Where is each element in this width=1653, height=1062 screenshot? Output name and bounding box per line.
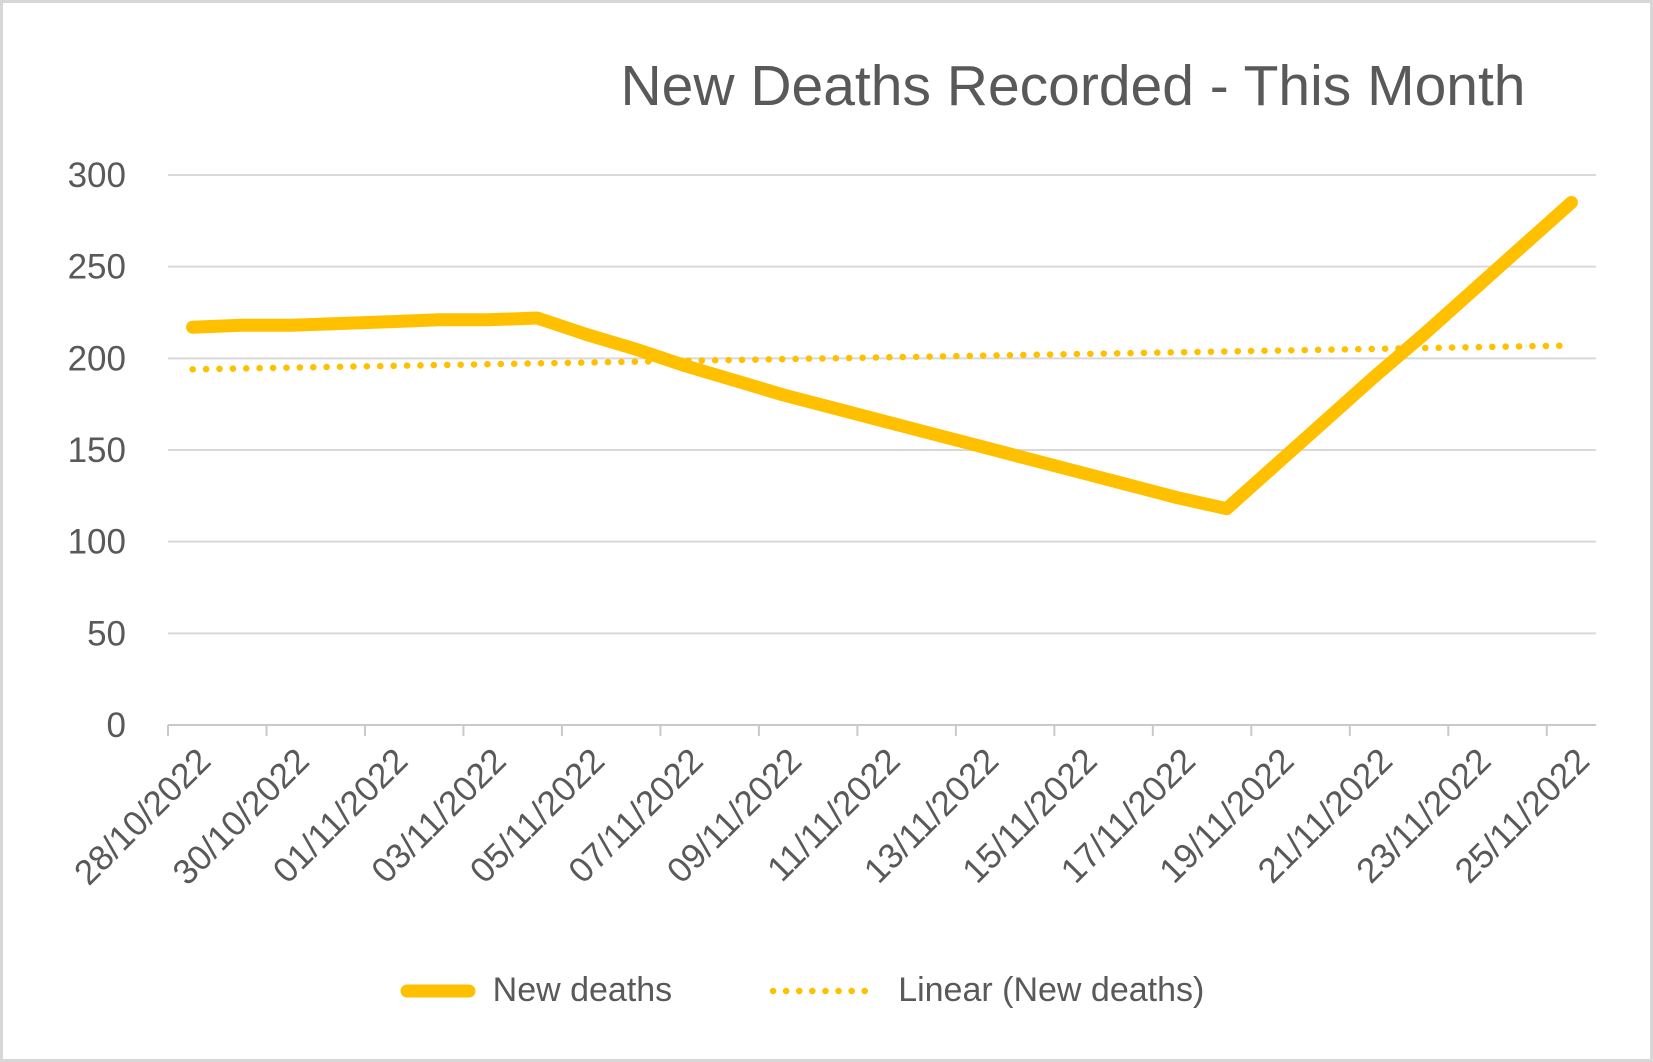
legend-swatch-dotted-line-icon [769,987,881,994]
trendline-linear-new-deaths [189,342,1575,373]
y-axis-label: 100 [68,523,126,562]
y-axis-label: 250 [68,248,126,287]
y-axis-label: 300 [68,156,126,195]
legend-item-new-deaths: New deaths [399,971,673,1010]
legend-swatch-solid-line-icon [400,984,476,997]
legend-label-linear-new-deaths: Linear (New deaths) [898,971,1205,1009]
legend-item-linear-new-deaths: Linear (New deaths) [768,971,1204,1010]
y-axis-label: 200 [68,339,126,378]
plot-area: 05010015020025030028/10/202230/10/202201… [67,156,1597,893]
legend: New deaths Linear (New deaths) [3,971,1625,1010]
y-axis-label: 150 [68,431,126,470]
legend-label-new-deaths: New deaths [492,971,673,1009]
chart-title: New Deaths Recorded - This Month [620,54,1526,118]
y-axis-label: 0 [107,706,126,745]
series-line-new-deaths [186,196,1578,516]
y-axis-label: 50 [87,614,126,653]
